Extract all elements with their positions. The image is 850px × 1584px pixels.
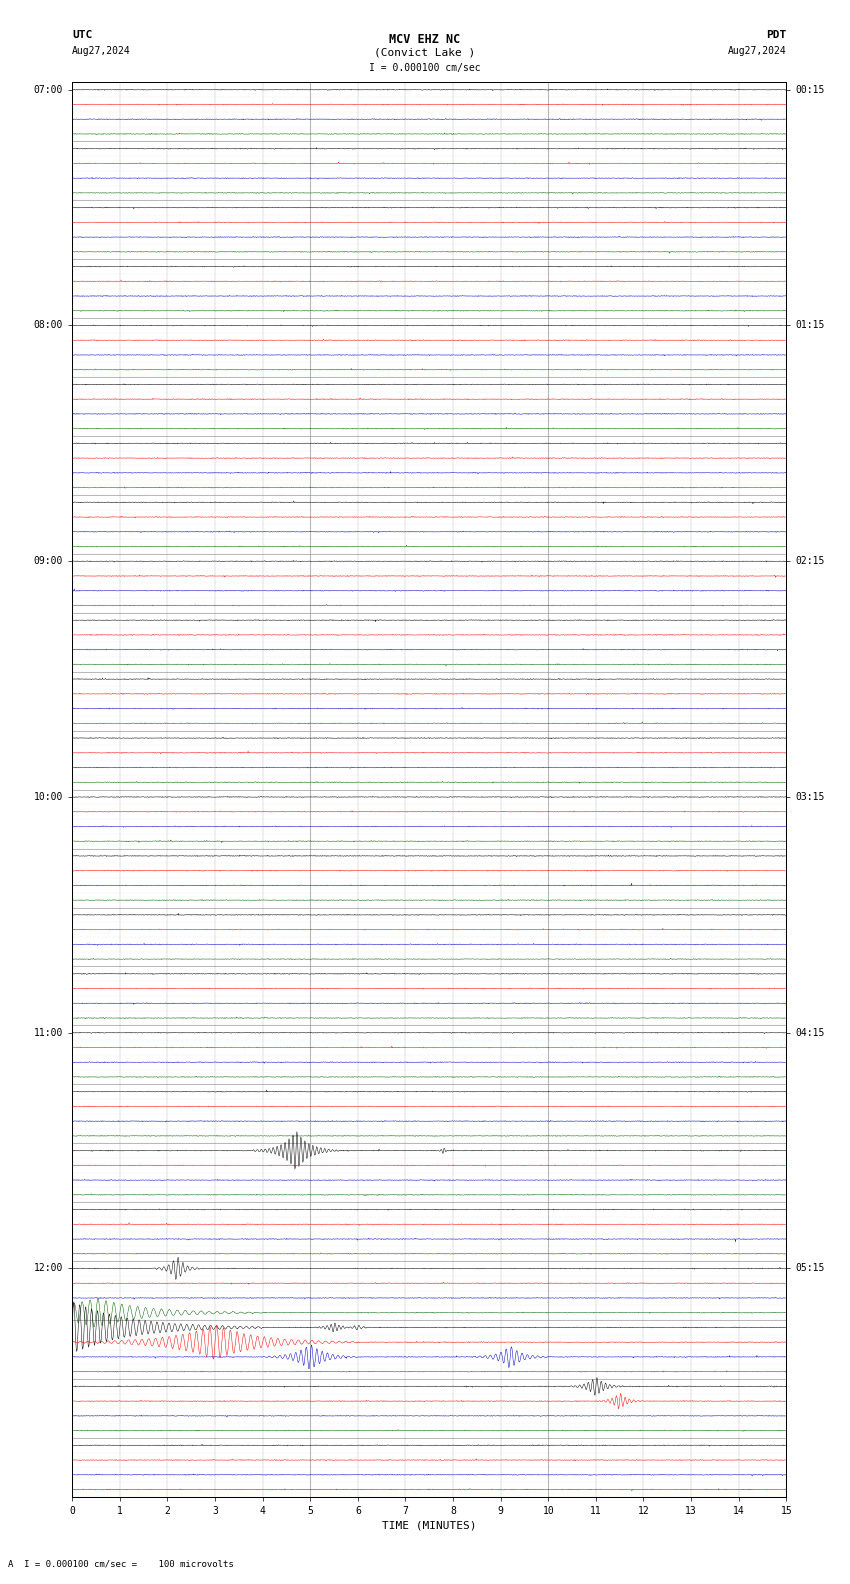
Text: (Convict Lake ): (Convict Lake ) xyxy=(374,48,476,57)
X-axis label: TIME (MINUTES): TIME (MINUTES) xyxy=(382,1521,477,1530)
Text: MCV EHZ NC: MCV EHZ NC xyxy=(389,33,461,46)
Text: UTC: UTC xyxy=(72,30,93,40)
Text: Aug27,2024: Aug27,2024 xyxy=(728,46,786,55)
Text: A  I = 0.000100 cm/sec =    100 microvolts: A I = 0.000100 cm/sec = 100 microvolts xyxy=(8,1559,235,1568)
Text: PDT: PDT xyxy=(766,30,786,40)
Text: I = 0.000100 cm/sec: I = 0.000100 cm/sec xyxy=(369,63,481,73)
Text: Aug27,2024: Aug27,2024 xyxy=(72,46,131,55)
